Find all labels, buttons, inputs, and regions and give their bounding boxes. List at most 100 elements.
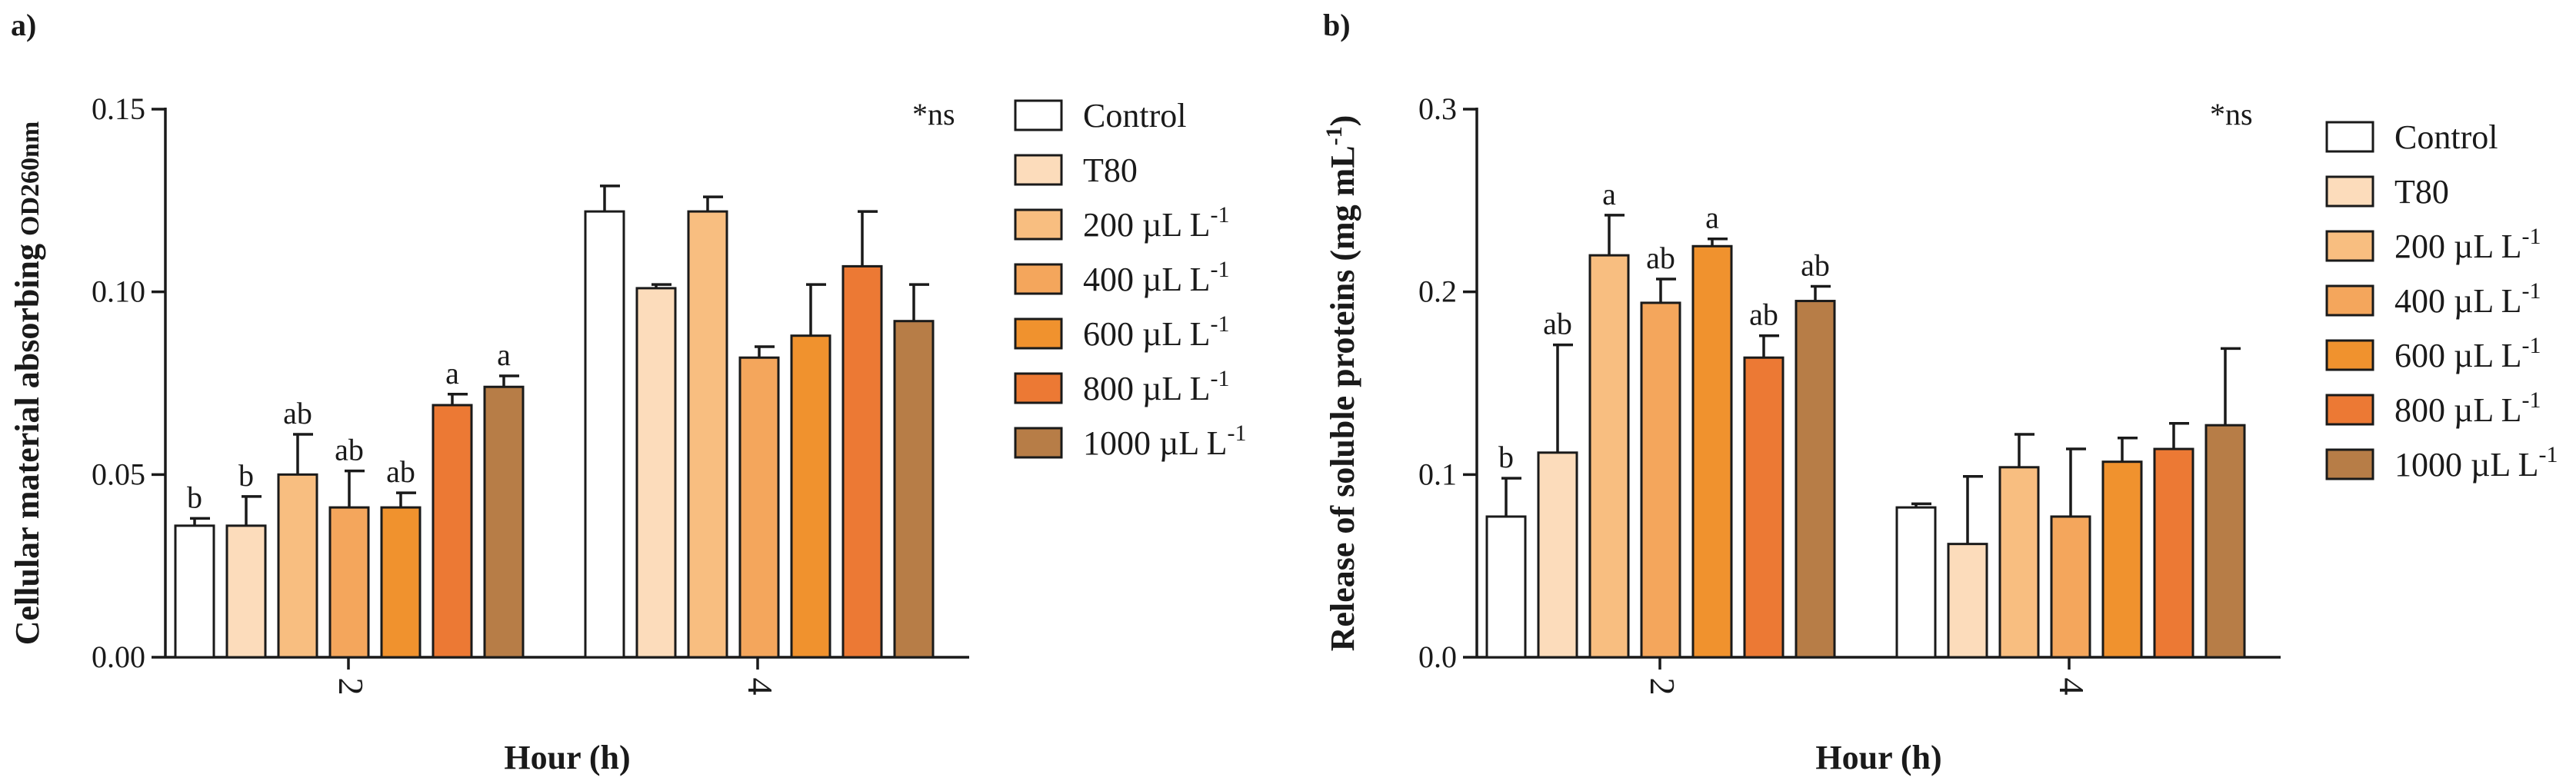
legend-entry-superscript: -1 — [1210, 366, 1229, 391]
x-tick-label: 2 — [332, 678, 371, 696]
panel-label: a) — [11, 8, 36, 42]
legend-entry-label: 600 µL L — [1083, 315, 1210, 353]
significance-letter: a — [1705, 201, 1719, 235]
legend-entry-label: 400 µL L — [1083, 261, 1210, 298]
bar-0-4 — [1691, 244, 1733, 659]
legend-entry-6: 1000 µL L-1 — [1083, 420, 1246, 462]
legend-entry-4: 600 µL L-1 — [2394, 333, 2541, 374]
bar-0-5 — [432, 404, 473, 659]
significance-letter: b — [1498, 440, 1514, 474]
legend-swatch-6 — [1014, 427, 1063, 459]
legend-entry-superscript: -1 — [2521, 333, 2541, 358]
legend-entry-label: 1000 µL L — [1083, 424, 1227, 462]
bar-1-1 — [635, 287, 677, 659]
legend-entry-superscript: -1 — [1210, 202, 1229, 228]
legend-entry-label: 800 µL L — [2394, 391, 2521, 429]
significance-letter: b — [187, 480, 202, 514]
legend-entry-superscript: -1 — [2521, 224, 2541, 249]
legend-entry-0: Control — [1083, 97, 1186, 135]
y-tick-label: 0.00 — [92, 640, 145, 674]
bar-0-0 — [174, 524, 215, 659]
chart-panel-b: b) 0.0 0.1 0.2 0.3 2 4 Hour (h) Release of solub… — [1321, 8, 2558, 776]
significance-letter: ab — [283, 396, 312, 430]
bar-0-3 — [1640, 301, 1681, 659]
bar-0-6 — [483, 385, 525, 659]
significance-note: *ns — [912, 97, 955, 131]
significance-letter: ab — [386, 454, 415, 489]
y-tick-label: 0.15 — [92, 91, 145, 126]
significance-note: *ns — [2210, 97, 2253, 131]
legend-entry-4: 600 µL L-1 — [1083, 311, 1229, 353]
significance-letter: ab — [1801, 248, 1830, 283]
x-axis-label: Hour (h) — [1815, 739, 1941, 776]
legend-entry-3: 400 µL L-1 — [2394, 278, 2541, 320]
y-axis-label-superscript: -1 — [1321, 126, 1347, 145]
bar-1-4 — [790, 334, 831, 659]
bar-1-5 — [841, 264, 883, 659]
legend-entry-superscript: -1 — [2538, 442, 2558, 467]
bar-1-0 — [1895, 506, 1937, 659]
legend-entry-label: Control — [2394, 118, 2498, 156]
y-tick-label: 0.10 — [92, 274, 145, 309]
x-tick-label: 4 — [2052, 678, 2091, 696]
legend-entry-label: 200 µL L — [1083, 206, 1210, 244]
legend-entry-2: 200 µL L-1 — [1083, 202, 1229, 244]
x-tick-label: 4 — [741, 678, 780, 696]
chart-panel-a: a) 0.00 0.05 0.10 0.15 2 4 Hour (h) Cellular mat… — [8, 8, 1246, 776]
significance-letter: a — [497, 337, 511, 372]
bar-1-3 — [738, 356, 780, 659]
bar-1-5 — [2153, 447, 2194, 659]
significance-letter: a — [1602, 177, 1616, 211]
significance-letter: a — [445, 356, 459, 390]
legend-entry-label: 600 µL L — [2394, 337, 2521, 374]
legend-swatch-2 — [2325, 230, 2374, 262]
significance-letter: ab — [1646, 241, 1675, 275]
bar-0-0 — [1485, 515, 1527, 659]
legend-entry-superscript: -1 — [2521, 278, 2541, 304]
bar-0-3 — [328, 506, 370, 659]
x-axis-label: Hour (h) — [504, 739, 630, 776]
legend-entry-label: 200 µL L — [2394, 228, 2521, 265]
legend-entry-label: T80 — [1083, 151, 1138, 189]
y-tick-label: 0.05 — [92, 457, 145, 491]
legend-swatch-5 — [2325, 394, 2374, 426]
legend-swatch-0 — [2325, 121, 2374, 153]
legend-swatch-4 — [2325, 339, 2374, 371]
y-tick-label: 0.3 — [1418, 91, 1457, 126]
legend-entry-6: 1000 µL L-1 — [2394, 442, 2558, 484]
legend-entry-2: 200 µL L-1 — [2394, 224, 2541, 265]
bar-1-0 — [584, 210, 625, 659]
legend-swatch-1 — [2325, 175, 2374, 208]
bar-1-6 — [893, 320, 935, 659]
legend-entry-1: T80 — [1083, 151, 1138, 189]
legend-entry-label: 1000 µL L — [2394, 446, 2538, 484]
bar-0-1 — [1537, 451, 1578, 659]
legend-entry-label: 400 µL L — [2394, 282, 2521, 320]
legend-entry-1: T80 — [2394, 173, 2449, 211]
legend-entry-superscript: -1 — [2521, 387, 2541, 413]
legend-swatch-3 — [2325, 284, 2374, 317]
legend-entry-5: 800 µL L-1 — [1083, 366, 1229, 407]
bar-0-2 — [277, 473, 318, 659]
legend-swatch-2 — [1014, 208, 1063, 241]
bar-1-2 — [687, 210, 728, 659]
panel-label: b) — [1323, 8, 1351, 42]
bar-1-6 — [2204, 424, 2246, 659]
significance-letter: ab — [335, 433, 364, 467]
legend-swatch-6 — [2325, 448, 2374, 480]
y-axis-label-main: Cellular material absorbing — [8, 244, 46, 645]
legend-entry-label: 800 µL L — [1083, 370, 1210, 407]
legend-swatch-1 — [1014, 154, 1063, 186]
bar-0-5 — [1743, 356, 1785, 659]
legend-entry-superscript: -1 — [1227, 420, 1246, 446]
legend-swatch-4 — [1014, 317, 1063, 350]
legend-entry-label: Control — [1083, 97, 1186, 135]
significance-letter: ab — [1543, 307, 1572, 341]
bar-0-2 — [1588, 254, 1630, 659]
legend-entry-5: 800 µL L-1 — [2394, 387, 2541, 429]
y-axis-label-close: ) — [1324, 115, 1361, 127]
legend-entry-3: 400 µL L-1 — [1083, 257, 1229, 298]
bar-0-4 — [380, 506, 422, 659]
legend-entry-0: Control — [2394, 118, 2498, 156]
